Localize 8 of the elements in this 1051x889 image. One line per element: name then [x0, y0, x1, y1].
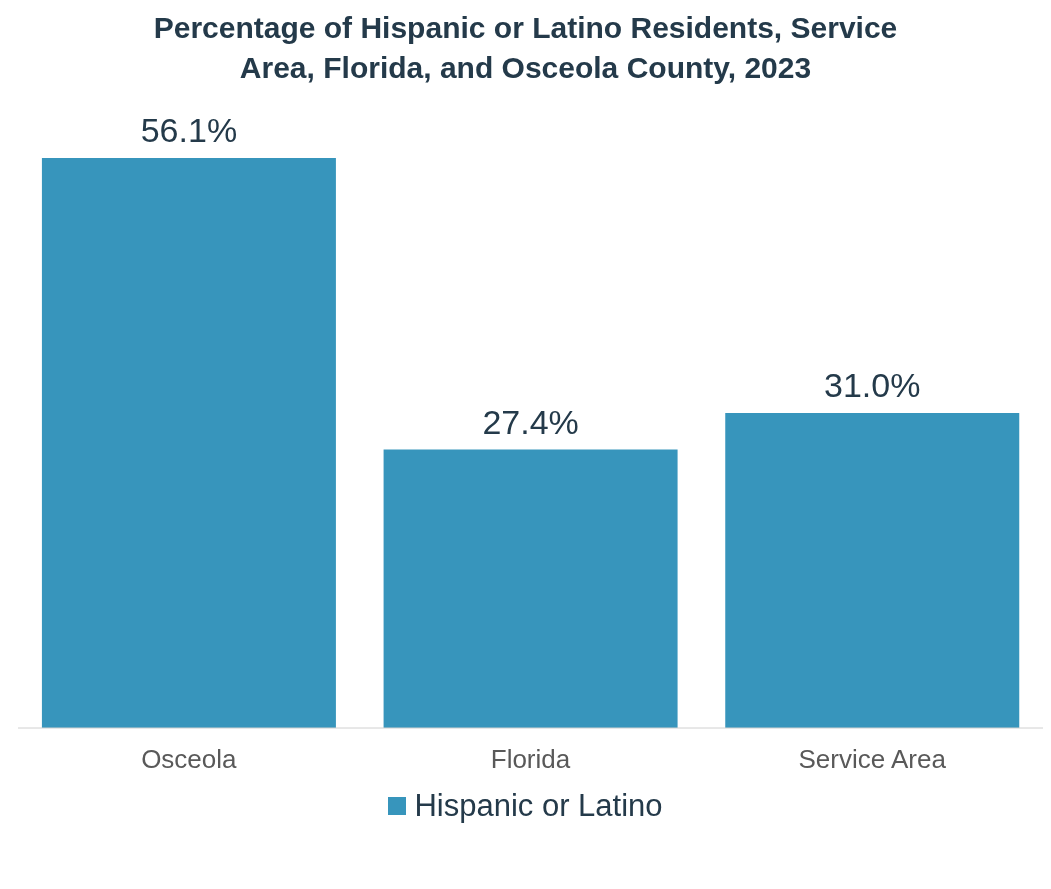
x-tick-label: Osceola	[141, 744, 238, 775]
x-tick-label: Service Area	[798, 744, 947, 775]
x-tick-label: Florida	[490, 744, 571, 775]
chart-title: Percentage of Hispanic or Latino Residents, Service Area, Florida, and Osceola County, 2023	[152, 10, 899, 86]
data-label: 27.4%	[482, 402, 579, 441]
legend-label: Hispanic or Latino	[414, 788, 663, 824]
data-label: 31.0%	[824, 366, 921, 405]
data-label: 56.1%	[140, 111, 238, 149]
